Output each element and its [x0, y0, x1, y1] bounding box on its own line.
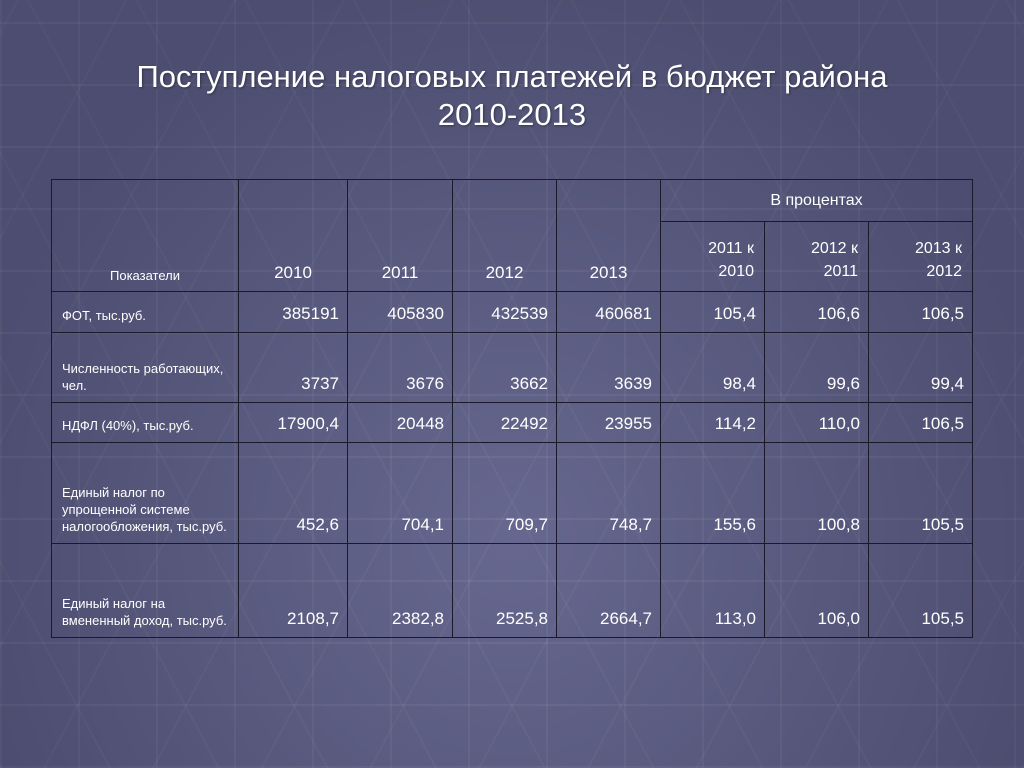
tax-payments-table: Показатели 2010 2011 2012 2013 В процент…: [51, 179, 974, 638]
percent-cell: 106,6: [764, 291, 869, 333]
header-percent-2013-2012: 2013 к 2012: [867, 221, 974, 292]
row-label: ФОТ, тыс.руб.: [51, 291, 239, 333]
value-cell: 704,1: [347, 442, 453, 544]
row-label: Численность работающих, чел.: [51, 332, 239, 403]
percent-cell: 106,5: [867, 291, 974, 333]
table-row: ФОТ, тыс.руб. 385191 405830 432539 46068…: [51, 291, 974, 333]
header-year-2012: 2012: [452, 179, 557, 292]
header-year-2011: 2011: [347, 179, 453, 292]
slide-title: Поступление налоговых платежей в бюджет …: [40, 58, 984, 134]
table-row: Единый налог на вмененный доход, тыс.руб…: [51, 543, 974, 638]
value-cell: 3676: [347, 332, 453, 403]
value-cell: 17900,4: [238, 402, 348, 443]
value-cell: 2664,7: [556, 543, 661, 638]
slide-title-line-1: Поступление налоговых платежей в бюджет …: [136, 59, 888, 94]
row-label: Единый налог на вмененный доход, тыс.руб…: [51, 543, 239, 638]
value-cell: 3639: [556, 332, 661, 403]
percent-cell: 106,0: [764, 543, 869, 638]
percent-cell: 98,4: [660, 332, 765, 403]
value-cell: 748,7: [556, 442, 661, 544]
percent-cell: 110,0: [764, 402, 869, 443]
header-percent-line: 2013 к: [914, 240, 963, 257]
value-cell: 432539: [452, 291, 557, 333]
percent-cell: 105,5: [867, 442, 974, 544]
row-label: НДФЛ (40%), тыс.руб.: [51, 402, 239, 443]
percent-cell: 100,8: [764, 442, 869, 544]
row-label: Единый налог по упрощенной системе налог…: [51, 442, 239, 544]
table-row: Единый налог по упрощенной системе налог…: [51, 442, 974, 544]
percent-cell: 106,5: [867, 402, 974, 443]
header-indicator: Показатели: [51, 179, 239, 292]
header-percent-2011-2010: 2011 к 2010: [660, 221, 765, 292]
percent-cell: 99,4: [867, 332, 974, 403]
table-row: Численность работающих, чел. 3737 3676 3…: [51, 332, 974, 403]
header-percent-group: В процентах: [659, 179, 974, 222]
header-percent-line: 2012 к: [810, 240, 858, 257]
header-year-2010: 2010: [238, 179, 348, 292]
header-percent-line: 2012: [926, 263, 963, 280]
percent-cell: 105,5: [867, 543, 974, 638]
value-cell: 460681: [556, 291, 661, 333]
value-cell: 3662: [452, 332, 557, 403]
value-cell: 405830: [347, 291, 453, 333]
value-cell: 2382,8: [347, 543, 453, 638]
value-cell: 20448: [347, 402, 453, 443]
value-cell: 22492: [452, 402, 557, 443]
percent-cell: 113,0: [660, 543, 765, 638]
value-cell: 23955: [556, 402, 661, 443]
value-cell: 709,7: [452, 442, 557, 544]
percent-cell: 105,4: [660, 291, 765, 333]
percent-cell: 114,2: [660, 402, 765, 443]
value-cell: 3737: [238, 332, 348, 403]
percent-cell: 99,6: [764, 332, 869, 403]
value-cell: 385191: [238, 291, 348, 333]
value-cell: 452,6: [238, 442, 348, 544]
percent-cell: 155,6: [660, 442, 765, 544]
header-percent-line: 2011: [823, 263, 858, 280]
header-row-1: Показатели 2010 2011 2012 2013 В процент…: [51, 179, 974, 292]
header-percent-line: 2010: [718, 263, 754, 280]
header-percent-2012-2011: 2012 к 2011: [764, 221, 869, 292]
table-row: НДФЛ (40%), тыс.руб. 17900,4 20448 22492…: [51, 402, 974, 443]
header-year-2013: 2013: [556, 179, 661, 292]
header-percent-line: 2011 к: [708, 240, 754, 257]
value-cell: 2525,8: [452, 543, 557, 638]
slide-title-line-2: 2010-2013: [437, 97, 587, 132]
header-row-2: 2011 к 2010 2012 к 2011 2013 к 2012: [52, 221, 974, 292]
value-cell: 2108,7: [238, 543, 348, 638]
